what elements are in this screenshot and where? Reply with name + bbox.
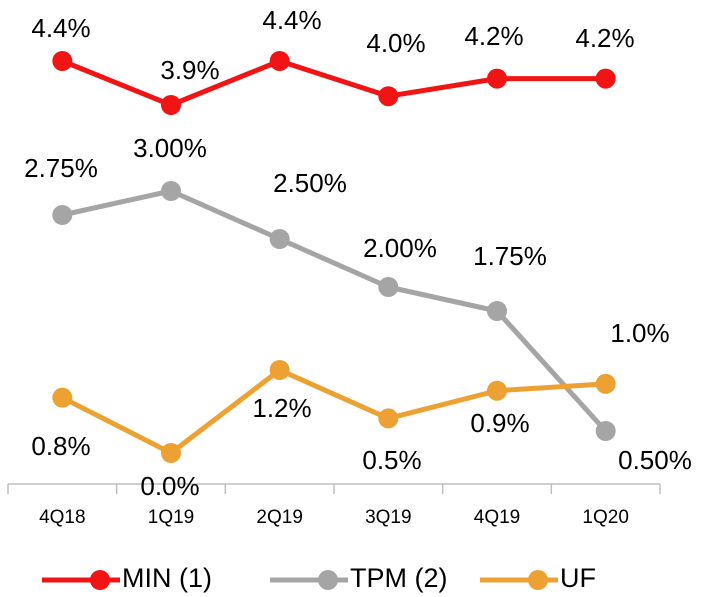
legend-label: UF [560,563,596,593]
data-label: 4.0% [366,28,425,58]
point [161,95,181,115]
legend-label: MIN (1) [122,563,212,593]
data-label: 2.75% [24,153,98,183]
data-label: 2.00% [363,233,437,263]
x-tick-label: 2Q19 [256,507,302,528]
x-tick-label: 4Q19 [474,507,520,528]
legend-marker [90,570,110,590]
point [378,277,399,297]
x-tick-label: 1Q20 [582,507,628,528]
point [487,68,507,89]
data-label: 1.75% [473,241,547,271]
x-tick-label: 1Q19 [148,507,194,528]
data-label: 0.50% [618,445,692,475]
point [52,387,73,408]
line [61,188,608,433]
point [487,301,507,321]
data-label: 3.9% [160,55,219,85]
data-label: 1.2% [252,393,311,423]
data-label: 4.4% [262,5,321,35]
line [61,58,606,108]
data-label: 3.00% [133,133,207,163]
data-label: 0.9% [470,408,529,438]
legend-marker [528,570,548,590]
point [595,421,616,441]
point [269,51,290,71]
point [52,205,73,225]
data-label: 0.0% [140,471,199,501]
x-tick-label: 3Q19 [365,507,411,528]
data-label: 4.2% [464,21,523,51]
point [487,380,507,401]
line [61,367,606,456]
x-tick-label: 4Q18 [39,507,85,528]
point [378,408,399,429]
data-label: 0.8% [31,431,90,461]
point [378,86,399,107]
point [595,68,616,89]
point [269,229,290,249]
data-label: 1.0% [610,318,669,348]
point [161,443,181,463]
data-label: 4.2% [575,23,634,53]
point [52,51,73,71]
data-label: 0.5% [362,445,421,475]
point [269,360,290,380]
legend-label: TPM (2) [350,563,448,593]
data-label: 2.50% [273,168,347,198]
data-label: 4.4% [31,13,90,43]
legend-marker [318,570,338,590]
point [595,373,616,394]
point [161,181,181,201]
